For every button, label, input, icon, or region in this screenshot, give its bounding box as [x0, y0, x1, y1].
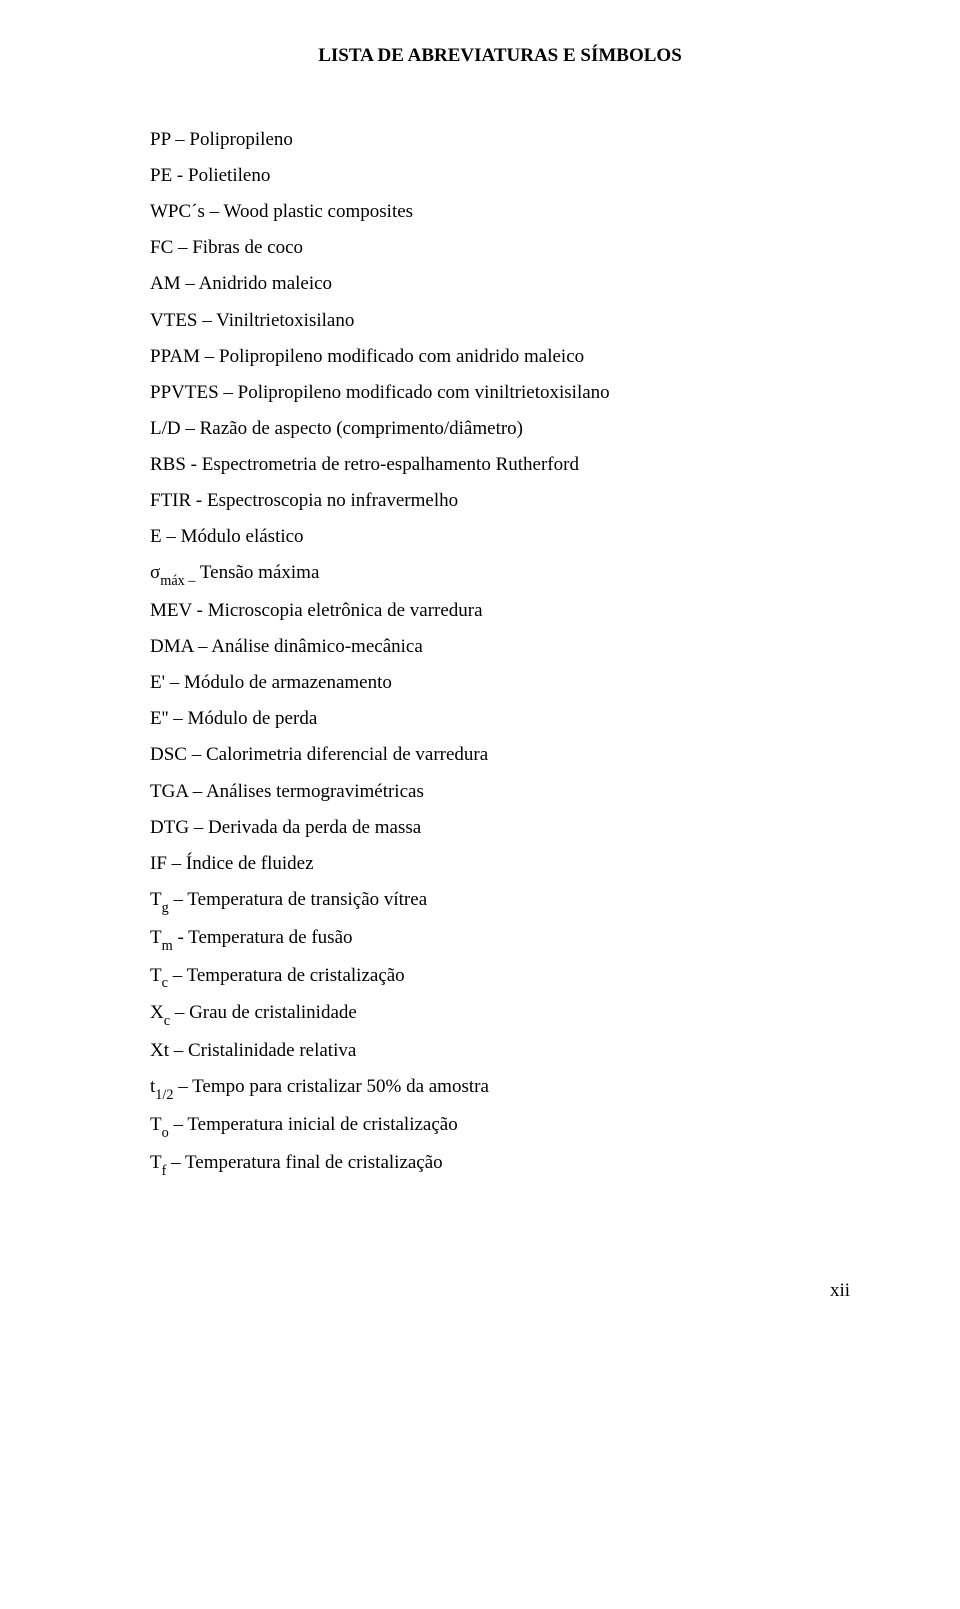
abbrev-entry: PE - Polietileno	[150, 158, 850, 194]
abbrev-entry: L/D – Razão de aspecto (comprimento/diâm…	[150, 411, 850, 447]
symbol-prefix: X	[150, 1002, 164, 1023]
abbrev-entry: E – Módulo elástico	[150, 519, 850, 555]
abbrev-entry: Tg – Temperatura de transição vítrea	[150, 882, 850, 920]
abbrev-entry: IF – Índice de fluidez	[150, 846, 850, 882]
symbol-subscript: c	[162, 975, 168, 991]
abbrev-entry: VTES – Viniltrietoxisilano	[150, 303, 850, 339]
entry-text: – Temperatura de cristalização	[168, 965, 405, 986]
abbrev-entry: PPVTES – Polipropileno modificado com vi…	[150, 375, 850, 411]
abbrev-entry: DMA – Análise dinâmico-mecânica	[150, 629, 850, 665]
abbrev-entry: Xt – Cristalinidade relativa	[150, 1033, 850, 1069]
abbrev-entry: DSC – Calorimetria diferencial de varred…	[150, 737, 850, 773]
symbol-subscript: g	[162, 900, 169, 916]
abbrev-entry: RBS - Espectrometria de retro-espalhamen…	[150, 447, 850, 483]
symbol-subscript: máx –	[160, 573, 195, 589]
symbol-subscript: c	[164, 1013, 170, 1029]
symbol-subscript: o	[162, 1125, 169, 1141]
abbrev-entry: FC – Fibras de coco	[150, 230, 850, 266]
page-number: xii	[150, 1273, 850, 1309]
symbol-subscript: 1/2	[155, 1087, 173, 1103]
entry-text: - Temperatura de fusão	[173, 927, 353, 948]
entry-text: – Grau de cristalinidade	[170, 1002, 357, 1023]
abbrev-entry: Tm - Temperatura de fusão	[150, 920, 850, 958]
entry-text: Tensão máxima	[195, 562, 319, 583]
abbrev-entry: FTIR - Espectroscopia no infravermelho	[150, 483, 850, 519]
abbrev-entry: MEV - Microscopia eletrônica de varredur…	[150, 593, 850, 629]
abbrev-entry: WPC´s – Wood plastic composites	[150, 194, 850, 230]
entry-text: – Tempo para cristalizar 50% da amostra	[174, 1076, 489, 1097]
abbrev-entry: E' – Módulo de armazenamento	[150, 665, 850, 701]
abbrev-entry: PPAM – Polipropileno modificado com anid…	[150, 339, 850, 375]
symbol-prefix: T	[150, 965, 162, 986]
abbrev-entry: AM – Anidrido maleico	[150, 266, 850, 302]
entry-text: – Temperatura de transição vítrea	[169, 889, 427, 910]
symbol-prefix: T	[150, 927, 162, 948]
symbol-prefix: σ	[150, 562, 160, 583]
entry-text: – Temperatura final de cristalização	[166, 1152, 442, 1173]
abbrev-entry: DTG – Derivada da perda de massa	[150, 810, 850, 846]
abbrev-entry: PP – Polipropileno	[150, 122, 850, 158]
entry-text: – Temperatura inicial de cristalização	[169, 1114, 458, 1135]
abbrev-entry: σmáx – Tensão máxima	[150, 555, 850, 593]
symbol-subscript: f	[162, 1163, 167, 1179]
abbrev-entry: TGA – Análises termogravimétricas	[150, 774, 850, 810]
page-title: LISTA DE ABREVIATURAS E SÍMBOLOS	[150, 38, 850, 74]
abbrev-entry: Tf – Temperatura final de cristalização	[150, 1145, 850, 1183]
symbol-prefix: T	[150, 1152, 162, 1173]
abbrev-entry: To – Temperatura inicial de cristalizaçã…	[150, 1107, 850, 1145]
abbrev-entry: Xc – Grau de cristalinidade	[150, 995, 850, 1033]
abbrev-entry: E'' – Módulo de perda	[150, 701, 850, 737]
abbrev-entry: Tc – Temperatura de cristalização	[150, 958, 850, 996]
symbol-prefix: T	[150, 1114, 162, 1135]
abbrev-entry: t1/2 – Tempo para cristalizar 50% da amo…	[150, 1069, 850, 1107]
symbol-subscript: m	[162, 938, 173, 954]
symbol-prefix: T	[150, 889, 162, 910]
